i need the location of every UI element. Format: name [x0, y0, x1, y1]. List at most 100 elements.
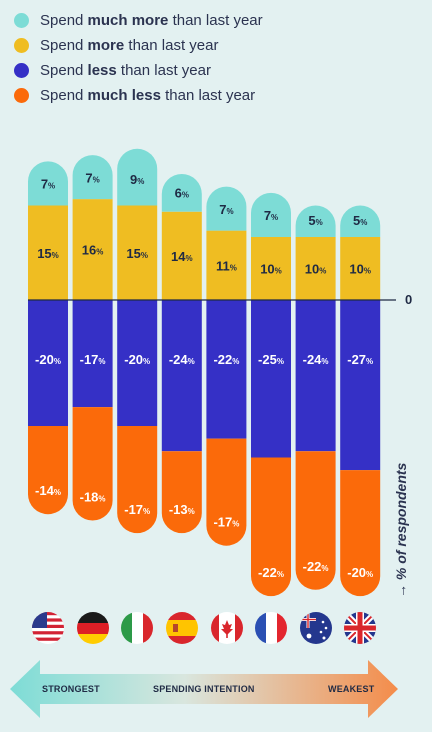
- bar-segment-more: [72, 199, 113, 300]
- bar-segment-much-less: [251, 457, 291, 597]
- bar-segment-much-less: [340, 470, 381, 597]
- legend-item-less: Spend less than last year: [14, 58, 263, 83]
- bar-segment-less: [28, 300, 68, 426]
- legend-item-more: Spend more than last year: [14, 33, 263, 58]
- canada-flag-icon: [211, 612, 243, 644]
- bar-value-label: 11%: [216, 258, 237, 273]
- bar-value-label: 16%: [82, 243, 104, 258]
- italy-flag-icon: [121, 612, 153, 644]
- bar-segment-much-less: [117, 426, 158, 534]
- bar-value-label: -20%: [347, 565, 373, 580]
- legend: Spend much more than last year Spend mor…: [14, 8, 263, 108]
- bar-value-label: -22%: [213, 352, 239, 367]
- legend-swatch: [14, 13, 29, 28]
- bar-segment-much-more: [117, 148, 158, 206]
- bar-group-usa: 7% 15% -20% -14%: [28, 161, 68, 515]
- bar-segment-much-less: [295, 451, 336, 590]
- bar-segment-much-more: [340, 205, 381, 237]
- germany-flag-icon: [77, 612, 109, 644]
- bar-segment-less: [206, 300, 247, 439]
- bar-group-italy: 9% 15% -20% -17%: [117, 148, 158, 534]
- stacked-bar-chart: 7% 15% -20% -14% 7% 16% -17% -18% 9% 15% -20% -17% 6…: [28, 148, 412, 597]
- bar-value-label: 7%: [85, 170, 99, 185]
- bar-group-france: 7% 10% -25% -22%: [251, 192, 291, 597]
- australia-flag-icon: [300, 612, 332, 644]
- bar-segment-much-more: [251, 192, 291, 237]
- bar-segment-much-more: [28, 161, 68, 206]
- bar-value-label: -22%: [258, 565, 284, 580]
- zero-label: 0: [405, 292, 412, 307]
- bar-segment-much-less: [161, 451, 202, 534]
- bar-segment-less: [161, 300, 202, 452]
- bar-value-label: 10%: [305, 262, 327, 277]
- legend-item-much-more: Spend much more than last year: [14, 8, 263, 33]
- bar-value-label: 14%: [171, 249, 193, 264]
- bar-segment-less: [72, 300, 113, 408]
- bar-value-label: 10%: [349, 262, 371, 277]
- legend-label: Spend much less than last year: [40, 87, 256, 104]
- bar-group-canada: 7% 11% -22% -17%: [206, 186, 247, 546]
- bar-value-label: -25%: [258, 352, 284, 367]
- bar-value-label: -17%: [124, 502, 150, 517]
- bar-segment-more: [206, 230, 247, 300]
- bar-value-label: 9%: [130, 172, 144, 187]
- bar-segment-more: [117, 205, 158, 300]
- bar-value-label: 15%: [37, 246, 59, 261]
- uk-flag-icon: [344, 612, 376, 644]
- bar-value-label: -20%: [124, 352, 150, 367]
- bar-segment-much-more: [72, 155, 113, 200]
- bar-segment-more: [161, 211, 202, 300]
- bar-group-australia: 5% 10% -24% -22%: [295, 205, 336, 590]
- bar-value-label: -22%: [303, 559, 329, 574]
- spain-flag-icon: [166, 612, 198, 644]
- bar-value-label: -27%: [347, 352, 373, 367]
- legend-swatch: [14, 38, 29, 53]
- bar-group-uk: 5% 10% -27% -20%: [340, 205, 381, 597]
- bar-segment-much-more: [295, 205, 336, 237]
- double-arrow-icon: [10, 660, 398, 718]
- bar-value-label: -14%: [35, 483, 61, 498]
- bar-segment-less: [295, 300, 336, 452]
- legend-label: Spend much more than last year: [40, 12, 263, 29]
- bar-segment-much-more: [161, 174, 202, 212]
- legend-swatch: [14, 63, 29, 78]
- bar-segment-much-less: [72, 407, 113, 521]
- bar-value-label: -13%: [169, 502, 195, 517]
- bar-value-label: -20%: [35, 352, 61, 367]
- legend-label: Spend more than last year: [40, 37, 219, 54]
- usa-flag-icon: [32, 612, 64, 644]
- bar-group-spain: 6% 14% -24% -13%: [161, 174, 202, 534]
- legend-label: Spend less than last year: [40, 62, 211, 79]
- bar-value-label: 7%: [264, 208, 278, 223]
- bar-segment-more: [340, 237, 381, 300]
- bar-segment-more: [295, 237, 336, 300]
- bar-value-label: 7%: [41, 177, 55, 192]
- bar-value-label: -17%: [213, 515, 239, 530]
- scale-label-strongest: STRONGEST: [42, 684, 100, 694]
- bar-segment-much-more: [206, 186, 247, 231]
- y-axis-label: → % of respondents: [393, 462, 409, 598]
- bar-group-germany: 7% 16% -17% -18%: [72, 155, 113, 521]
- scale-label-center: SPENDING INTENTION: [153, 684, 255, 694]
- bar-value-label: 7%: [219, 202, 233, 217]
- legend-swatch: [14, 88, 29, 103]
- spending-intention-scale: STRONGEST SPENDING INTENTION WEAKEST: [10, 660, 398, 718]
- bar-value-label: 5%: [308, 213, 322, 228]
- country-flags: [0, 612, 432, 652]
- bar-value-label: -17%: [80, 352, 106, 367]
- bar-segment-much-less: [28, 426, 68, 515]
- bar-segment-much-less: [206, 438, 247, 546]
- bar-segment-more: [28, 205, 68, 300]
- bar-segment-less: [251, 300, 291, 458]
- bar-value-label: 15%: [126, 246, 148, 261]
- scale-label-weakest: WEAKEST: [328, 684, 375, 694]
- bar-value-label: 5%: [353, 213, 367, 228]
- bar-segment-less: [340, 300, 381, 471]
- bar-segment-more: [251, 237, 291, 300]
- bar-value-label: 6%: [175, 185, 189, 200]
- bar-value-label: -24%: [169, 352, 195, 367]
- bar-value-label: -24%: [303, 352, 329, 367]
- legend-item-much-less: Spend much less than last year: [14, 83, 263, 108]
- bar-segment-less: [117, 300, 158, 426]
- france-flag-icon: [255, 612, 287, 644]
